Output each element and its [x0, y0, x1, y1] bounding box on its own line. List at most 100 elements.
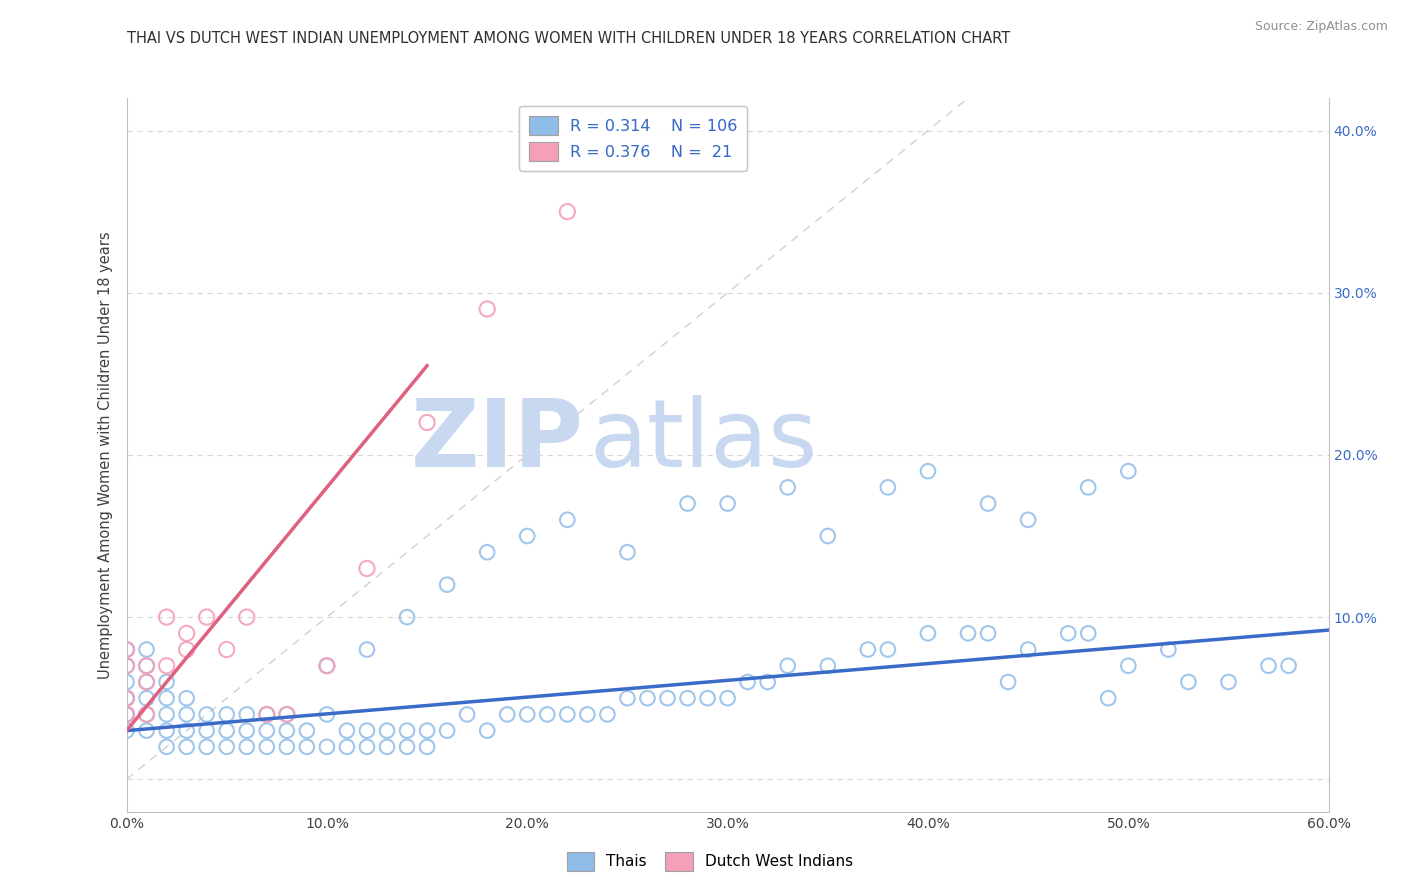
Point	[756, 675, 779, 690]
Point	[276, 739, 298, 754]
Point	[676, 497, 699, 511]
Point	[877, 480, 900, 494]
Point	[155, 739, 177, 754]
Point	[135, 658, 157, 673]
Point	[115, 658, 138, 673]
Point	[135, 642, 157, 657]
Point	[416, 416, 439, 430]
Point	[496, 707, 519, 722]
Point	[235, 723, 259, 738]
Point	[576, 707, 599, 722]
Point	[596, 707, 619, 722]
Point	[336, 739, 359, 754]
Point	[997, 675, 1019, 690]
Point	[256, 707, 278, 722]
Point	[1157, 642, 1180, 657]
Point	[536, 707, 558, 722]
Point	[115, 691, 138, 706]
Point	[256, 739, 278, 754]
Point	[557, 707, 579, 722]
Point	[215, 642, 238, 657]
Point	[696, 691, 718, 706]
Y-axis label: Unemployment Among Women with Children Under 18 years: Unemployment Among Women with Children U…	[98, 231, 114, 679]
Point	[315, 707, 337, 722]
Point	[135, 675, 157, 690]
Point	[115, 691, 138, 706]
Point	[235, 707, 259, 722]
Point	[276, 707, 298, 722]
Point	[1277, 658, 1299, 673]
Point	[475, 723, 498, 738]
Point	[115, 707, 138, 722]
Point	[115, 658, 138, 673]
Point	[135, 675, 157, 690]
Point	[817, 658, 839, 673]
Point	[1077, 480, 1099, 494]
Point	[436, 723, 458, 738]
Text: Source: ZipAtlas.com: Source: ZipAtlas.com	[1254, 20, 1388, 33]
Point	[115, 707, 138, 722]
Point	[135, 691, 157, 706]
Point	[616, 545, 638, 559]
Point	[737, 675, 759, 690]
Point	[176, 642, 198, 657]
Point	[657, 691, 679, 706]
Point	[256, 723, 278, 738]
Point	[315, 658, 337, 673]
Point	[135, 707, 157, 722]
Point	[516, 707, 538, 722]
Point	[135, 707, 157, 722]
Point	[176, 691, 198, 706]
Point	[1118, 464, 1140, 478]
Point	[276, 707, 298, 722]
Point	[356, 642, 378, 657]
Point	[215, 723, 238, 738]
Point	[977, 497, 1000, 511]
Point	[235, 610, 259, 624]
Point	[356, 561, 378, 575]
Point	[356, 739, 378, 754]
Point	[776, 480, 799, 494]
Point	[135, 658, 157, 673]
Point	[336, 723, 359, 738]
Point	[396, 610, 419, 624]
Point	[817, 529, 839, 543]
Point	[1177, 675, 1199, 690]
Point	[315, 658, 337, 673]
Point	[375, 723, 398, 738]
Point	[1118, 658, 1140, 673]
Point	[917, 626, 939, 640]
Point	[215, 739, 238, 754]
Point	[115, 723, 138, 738]
Point	[195, 707, 218, 722]
Point	[557, 204, 579, 219]
Point	[356, 723, 378, 738]
Point	[917, 464, 939, 478]
Point	[716, 691, 740, 706]
Point	[155, 691, 177, 706]
Point	[396, 739, 419, 754]
Point	[115, 642, 138, 657]
Point	[176, 739, 198, 754]
Point	[215, 707, 238, 722]
Point	[195, 739, 218, 754]
Point	[155, 707, 177, 722]
Point	[1218, 675, 1240, 690]
Point	[195, 723, 218, 738]
Point	[155, 723, 177, 738]
Point	[315, 739, 337, 754]
Point	[115, 642, 138, 657]
Point	[416, 723, 439, 738]
Point	[516, 529, 538, 543]
Point	[176, 723, 198, 738]
Point	[115, 675, 138, 690]
Point	[375, 739, 398, 754]
Point	[456, 707, 478, 722]
Text: THAI VS DUTCH WEST INDIAN UNEMPLOYMENT AMONG WOMEN WITH CHILDREN UNDER 18 YEARS : THAI VS DUTCH WEST INDIAN UNEMPLOYMENT A…	[127, 31, 1010, 46]
Text: atlas: atlas	[589, 394, 818, 487]
Point	[115, 707, 138, 722]
Point	[636, 691, 658, 706]
Point	[716, 497, 740, 511]
Point	[176, 626, 198, 640]
Point	[295, 739, 318, 754]
